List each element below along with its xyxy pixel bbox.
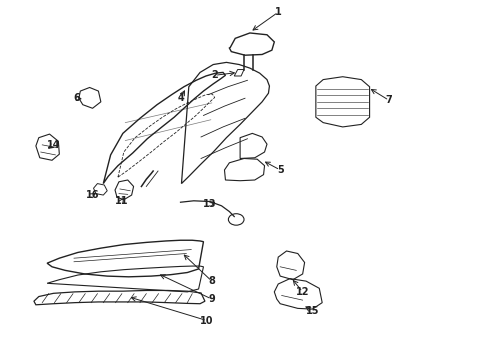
Text: 15: 15 — [306, 306, 319, 316]
Text: 10: 10 — [200, 316, 214, 325]
Text: 5: 5 — [277, 165, 284, 175]
Text: 1: 1 — [275, 7, 282, 17]
Text: 9: 9 — [208, 294, 215, 304]
Text: 4: 4 — [177, 93, 184, 103]
Text: 16: 16 — [86, 190, 99, 200]
Text: 14: 14 — [47, 140, 60, 150]
Text: 6: 6 — [73, 93, 80, 103]
Text: 2: 2 — [211, 70, 218, 80]
Text: 7: 7 — [386, 95, 392, 105]
Text: 13: 13 — [203, 199, 217, 210]
Text: 11: 11 — [115, 196, 128, 206]
Text: 8: 8 — [208, 276, 215, 286]
Text: 12: 12 — [296, 287, 309, 297]
